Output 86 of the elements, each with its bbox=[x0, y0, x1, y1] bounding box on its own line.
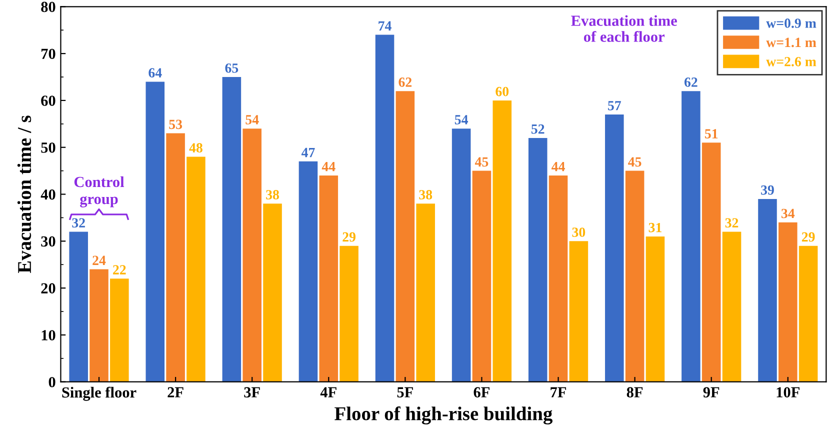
y-tick-label: 30 bbox=[41, 236, 56, 247]
bar bbox=[263, 204, 282, 382]
y-tick-label: 0 bbox=[48, 376, 56, 388]
data-label: 65 bbox=[225, 63, 238, 73]
bar bbox=[548, 175, 568, 382]
data-label: 52 bbox=[531, 124, 544, 134]
data-label: 45 bbox=[628, 157, 642, 167]
data-label: 53 bbox=[169, 120, 182, 130]
data-label: 64 bbox=[148, 68, 162, 78]
data-label: 54 bbox=[454, 115, 468, 124]
data-label: 54 bbox=[246, 115, 259, 124]
legend-label: w=0.9 m bbox=[766, 18, 816, 28]
x-tick-label: 4F bbox=[320, 387, 336, 398]
annotation: Control group bbox=[74, 176, 124, 208]
bar bbox=[186, 156, 206, 382]
y-tick-label: 70 bbox=[41, 48, 56, 60]
bar bbox=[528, 138, 548, 382]
bar bbox=[222, 77, 242, 382]
bar bbox=[69, 232, 88, 382]
data-label: 31 bbox=[648, 222, 662, 232]
data-label: 57 bbox=[608, 101, 622, 110]
data-label: 38 bbox=[419, 190, 432, 200]
bar bbox=[340, 246, 358, 382]
bar bbox=[778, 222, 798, 382]
bar bbox=[90, 269, 108, 382]
y-tick-label: 80 bbox=[41, 2, 56, 12]
bar bbox=[625, 170, 644, 382]
data-label: 32 bbox=[725, 218, 738, 228]
y-tick-label: 50 bbox=[41, 142, 56, 153]
x-tick-label: Single floor bbox=[62, 386, 136, 401]
x-axis-title: Floor of high-rise building bbox=[334, 406, 552, 424]
x-tick-label: 3F bbox=[244, 387, 260, 398]
data-label: 45 bbox=[474, 157, 488, 167]
data-label: 39 bbox=[761, 185, 774, 195]
bar bbox=[298, 161, 318, 382]
bar bbox=[758, 198, 777, 382]
y-axis-title: Evacuation time / s bbox=[17, 116, 32, 274]
data-label: 22 bbox=[113, 265, 126, 274]
annotation: Evacuation time of each floor bbox=[571, 15, 677, 42]
data-label: 62 bbox=[398, 78, 412, 87]
bar bbox=[146, 82, 165, 382]
x-tick-label: 5F bbox=[397, 387, 413, 398]
data-label: 44 bbox=[322, 162, 336, 172]
data-label: 38 bbox=[266, 190, 279, 200]
data-label: 51 bbox=[704, 129, 718, 138]
bar bbox=[569, 241, 588, 382]
legend-label: w=1.1 m bbox=[766, 38, 816, 48]
data-label: 47 bbox=[301, 148, 315, 158]
y-tick-label: 60 bbox=[41, 96, 56, 106]
data-label: 34 bbox=[781, 208, 795, 218]
y-tick-label: 10 bbox=[42, 330, 56, 340]
data-label: 32 bbox=[72, 218, 85, 228]
data-label: 24 bbox=[92, 256, 106, 265]
bar bbox=[646, 236, 665, 382]
bar bbox=[722, 232, 742, 382]
bar bbox=[110, 278, 129, 382]
data-label: 74 bbox=[378, 21, 392, 30]
bar bbox=[682, 91, 700, 382]
data-label: 44 bbox=[552, 162, 565, 172]
data-label: 48 bbox=[189, 143, 202, 153]
y-tick-label: 40 bbox=[40, 189, 56, 200]
bar bbox=[492, 100, 512, 382]
bar bbox=[242, 128, 262, 382]
y-tick-label: 20 bbox=[41, 283, 56, 294]
x-tick-label: 8F bbox=[626, 387, 643, 398]
bar bbox=[605, 114, 624, 382]
bar bbox=[319, 175, 338, 382]
data-label: 30 bbox=[572, 228, 586, 237]
data-label: 29 bbox=[802, 232, 815, 242]
x-tick-label: 7F bbox=[550, 387, 566, 398]
bar bbox=[702, 142, 721, 382]
bar bbox=[166, 133, 185, 382]
bar bbox=[416, 204, 435, 382]
x-tick-label: 9F bbox=[703, 387, 720, 398]
x-tick-label: 10F bbox=[776, 387, 800, 398]
data-label: 60 bbox=[496, 86, 509, 96]
x-tick-label: 6F bbox=[474, 387, 490, 398]
x-tick-label: 2F bbox=[168, 387, 184, 398]
data-label: 62 bbox=[684, 78, 698, 87]
bar bbox=[375, 34, 394, 382]
bar bbox=[798, 246, 818, 382]
bar bbox=[396, 91, 415, 382]
bar bbox=[452, 128, 471, 382]
legend-label: w=2.6 m bbox=[766, 56, 816, 66]
data-label: 29 bbox=[342, 232, 356, 242]
bar bbox=[472, 170, 492, 382]
